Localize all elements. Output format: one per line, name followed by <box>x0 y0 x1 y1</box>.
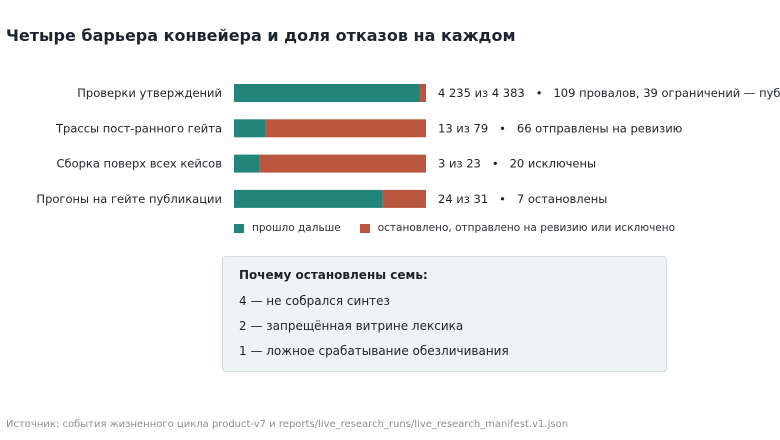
legend-item-stopped: остановлено, отправлено на ревизию или и… <box>359 222 676 234</box>
bar-annotation: 13 из 79 • 66 отправлены на ревизию <box>438 121 683 135</box>
legend-swatch-stopped <box>359 223 370 233</box>
bar-chart: Проверки утверждений 4 235 из 4 383 • 109… <box>36 84 780 208</box>
chart-legend: прошло дальше остановлено, отправлено на… <box>234 222 694 234</box>
bar-segment-stopped <box>419 84 426 102</box>
category-label: Проверки утверждений <box>77 86 222 100</box>
bar-segment-stopped <box>382 189 426 208</box>
bar-segment-passed <box>234 119 266 138</box>
bar-segment-passed <box>234 154 260 173</box>
explanation-heading: Почему остановлены семь: <box>239 268 428 282</box>
bar-segment-stopped <box>265 119 426 138</box>
legend-swatch-passed <box>234 223 244 233</box>
category-label: Сборка поверх всех кейсов <box>56 157 222 171</box>
explanation-box: Почему остановлены семь: 4 — не собрался… <box>222 256 667 372</box>
legend-label-stopped: остановлено, отправлено на ревизию или и… <box>377 222 676 234</box>
legend-label-passed: прошло дальше <box>252 222 341 234</box>
bar-segment-passed <box>234 84 420 102</box>
bar-annotation: 4 235 из 4 383 • 109 провалов, 39 ограни… <box>438 86 780 100</box>
bar-annotation: 24 из 31 • 7 остановлены <box>438 192 607 206</box>
explanation-item: 2 — запрещённая витрине лексика <box>239 319 464 333</box>
explanation-item: 1 — ложное срабатывание обезличивания <box>239 344 509 358</box>
legend-item-passed: прошло дальше <box>234 222 341 234</box>
source-note: Источник: события жизненного цикла produ… <box>6 419 569 430</box>
bar-segment-passed <box>234 189 383 208</box>
explanation-item: 4 — не собрался синтез <box>239 294 390 308</box>
category-label: Прогоны на гейте публикации <box>36 192 222 206</box>
bar-segment-stopped <box>259 154 426 173</box>
chart-title: Четыре барьера конвейера и доля отказов … <box>6 26 516 45</box>
bar-annotation: 3 из 23 • 20 исключены <box>438 157 596 171</box>
category-label: Трассы пост-ранного гейта <box>55 121 222 135</box>
